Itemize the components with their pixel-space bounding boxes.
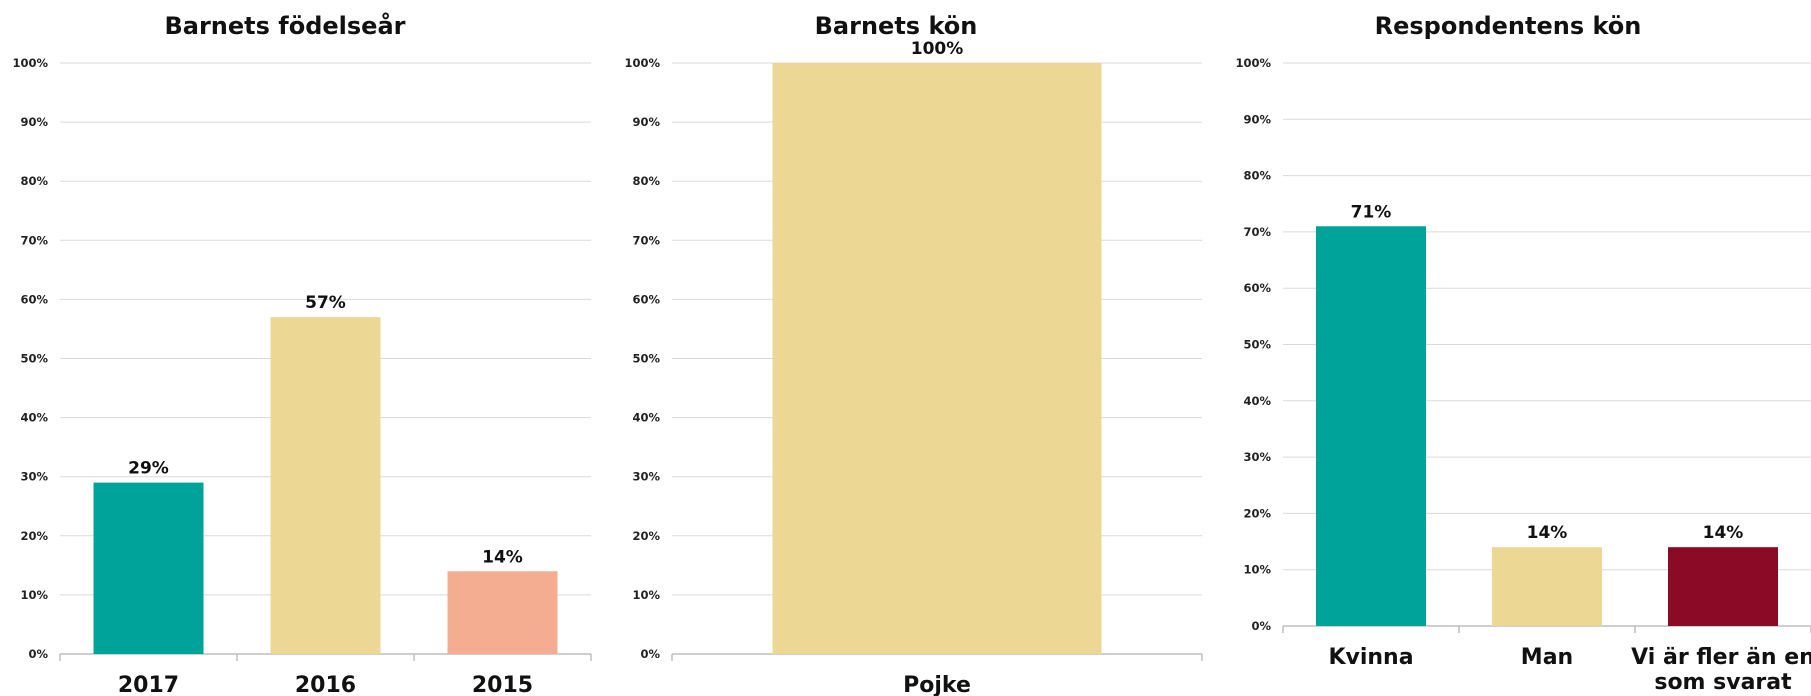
x-category-label: Vi är fler än en [1631,645,1811,670]
chart-panel-1: Barnets födelseår 0% 10% 20% 30% 40% 50% 60% 70%… [12,11,592,696]
chart-title: Barnets kön [815,12,978,40]
y-tick-label: 70% [632,233,660,247]
data-label: 14% [1703,523,1744,543]
x-category-label: Kvinna [1328,645,1413,670]
data-label: 14% [482,547,523,567]
y-tick-label: 10% [632,588,660,602]
y-tick-label: 100% [624,56,660,70]
y-tick-label: 70% [1243,225,1271,239]
y-tick-label: 40% [20,411,48,425]
y-tick-label: 20% [632,529,660,543]
y-tick-label: 30% [632,470,660,484]
data-label: 14% [1527,523,1568,543]
y-tick-label: 0% [640,647,660,661]
x-category-label: Pojke [903,673,971,696]
x-category-label: Man [1521,645,1573,670]
y-tick-label: 20% [20,529,48,543]
x-category-label: 2015 [472,673,533,696]
y-tick-label: 20% [1243,506,1271,520]
y-tick-label: 40% [1243,394,1271,408]
chart-title: Respondentens kön [1375,12,1642,40]
y-tick-label: 100% [12,56,48,70]
y-tick-label: 10% [1243,563,1271,577]
y-tick-label: 90% [632,115,660,129]
bar-Kvinna [1316,226,1426,626]
y-tick-label: 50% [632,352,660,366]
bar-Vi är fler än en som svarat [1668,547,1778,626]
y-tick-label: 30% [20,470,48,484]
y-tick-label: 50% [20,352,48,366]
x-category-label: 2016 [295,673,356,696]
chart-panel-2: Barnets kön 0% 10% 20% 30% 40% 50% 60% 70% 80% 90%… [624,12,1203,696]
y-tick-label: 40% [632,411,660,425]
bar-2016 [270,317,381,654]
y-tick-label: 80% [1243,169,1271,183]
chart-panel-3: Respondentens kön 0% 10% 20% 30% 40% 50% 60% 70%… [1235,12,1811,695]
x-category-label: 2017 [118,673,179,696]
data-label: 71% [1351,202,1392,222]
y-tick-label: 0% [1251,619,1271,633]
y-tick-label: 60% [1243,281,1271,295]
y-tick-label: 80% [632,174,660,188]
data-label: 29% [128,459,169,479]
data-label: 57% [305,293,346,313]
y-tick-label: 10% [20,588,48,602]
y-tick-label: 100% [1235,56,1271,70]
y-tick-label: 60% [20,292,48,306]
y-tick-label: 80% [20,174,48,188]
y-tick-label: 0% [28,647,48,661]
y-tick-label: 90% [1243,112,1271,126]
y-tick-label: 30% [1243,450,1271,464]
data-label: 100% [911,39,964,59]
chart-title: Barnets födelseår [164,11,405,40]
y-tick-label: 60% [632,292,660,306]
bar-Pojke [772,63,1102,654]
bar-Man [1492,547,1602,626]
bar-2017 [93,482,204,654]
y-tick-label: 70% [20,233,48,247]
x-category-label: som svarat [1654,670,1792,695]
y-tick-label: 90% [20,115,48,129]
y-tick-label: 50% [1243,338,1271,352]
bar-2015 [447,571,558,654]
